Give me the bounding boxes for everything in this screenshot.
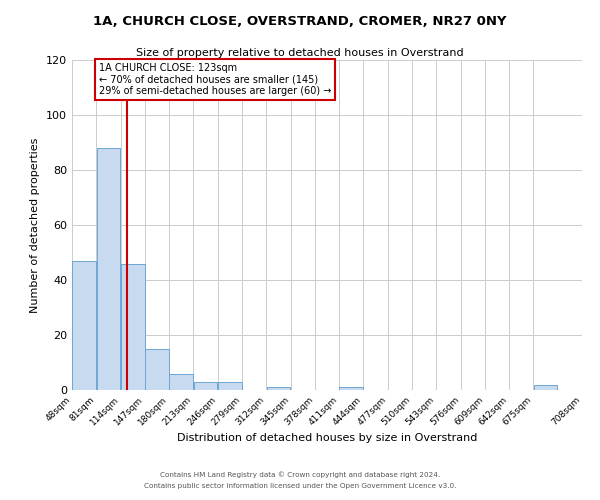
Text: Contains HM Land Registry data © Crown copyright and database right 2024.: Contains HM Land Registry data © Crown c… <box>160 471 440 478</box>
Bar <box>145 349 169 390</box>
Text: 1A CHURCH CLOSE: 123sqm
← 70% of detached houses are smaller (145)
29% of semi-d: 1A CHURCH CLOSE: 123sqm ← 70% of detache… <box>99 62 332 96</box>
Bar <box>534 384 557 390</box>
Bar <box>169 374 193 390</box>
Bar <box>340 387 363 390</box>
Text: Size of property relative to detached houses in Overstrand: Size of property relative to detached ho… <box>136 48 464 58</box>
Text: Contains public sector information licensed under the Open Government Licence v3: Contains public sector information licen… <box>144 483 456 489</box>
Bar <box>72 261 96 390</box>
Bar <box>97 148 120 390</box>
Y-axis label: Number of detached properties: Number of detached properties <box>31 138 40 312</box>
Text: 1A, CHURCH CLOSE, OVERSTRAND, CROMER, NR27 0NY: 1A, CHURCH CLOSE, OVERSTRAND, CROMER, NR… <box>93 15 507 28</box>
Bar <box>121 264 145 390</box>
Bar <box>218 382 242 390</box>
Bar <box>266 387 290 390</box>
X-axis label: Distribution of detached houses by size in Overstrand: Distribution of detached houses by size … <box>177 432 477 442</box>
Bar <box>194 382 217 390</box>
